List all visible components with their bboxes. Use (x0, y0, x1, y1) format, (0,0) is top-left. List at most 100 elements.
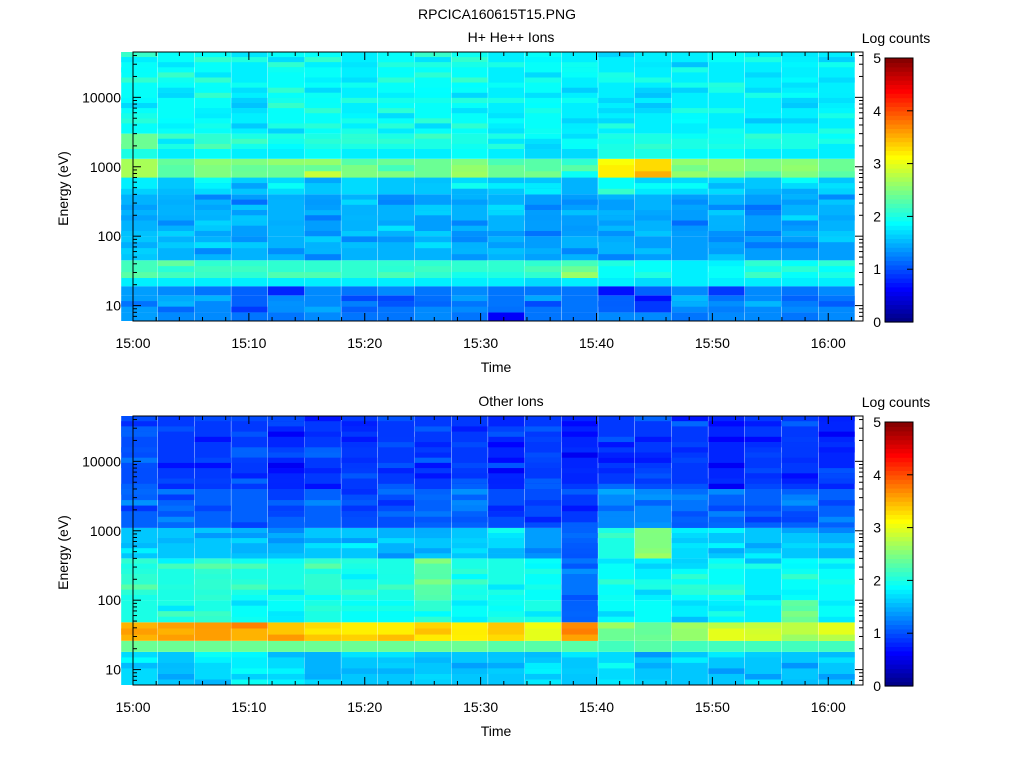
colorbar-swatch (885, 146, 913, 151)
colorbar-frame (884, 57, 914, 323)
heatmap-cell (561, 295, 598, 313)
heatmap-texture (157, 231, 195, 237)
colorbar-swatch (885, 137, 913, 143)
heatmap-cell (818, 286, 855, 296)
heatmap-texture (341, 558, 378, 564)
heatmap-cell (414, 640, 451, 652)
colorbar-swatch (885, 88, 913, 94)
heatmap-texture (268, 522, 305, 528)
heatmap-cell (341, 286, 378, 296)
heatmap-texture (598, 301, 635, 307)
heatmap-texture (488, 113, 525, 119)
heatmap-texture (268, 431, 305, 437)
heatmap-texture (818, 215, 855, 221)
heatmap-texture (671, 563, 708, 569)
heatmap-texture (818, 77, 855, 83)
heatmap-texture (231, 103, 268, 109)
colorbar-swatch (885, 207, 913, 213)
heatmap-texture (341, 473, 378, 479)
heatmap-texture (194, 77, 231, 83)
colorbar-swatch (885, 251, 913, 257)
colorbar-swatch (885, 439, 913, 445)
heatmap-texture (231, 679, 268, 685)
heatmap-texture (378, 77, 415, 83)
heatmap-texture (341, 505, 378, 512)
heatmap-texture (157, 558, 195, 564)
heatmap-cell (414, 286, 451, 296)
heatmap-texture (194, 87, 231, 93)
heatmap-texture (634, 92, 672, 98)
heatmap-texture (524, 511, 562, 517)
heatmap-texture (194, 543, 231, 549)
heatmap-texture (745, 87, 782, 93)
heatmap-cell (598, 651, 635, 685)
heatmap-cell (781, 286, 818, 296)
heatmap-texture (231, 533, 268, 539)
heatmap-texture (304, 483, 341, 489)
heatmap-texture (634, 468, 672, 474)
heatmap-texture (745, 679, 782, 685)
heatmap-texture (414, 204, 451, 210)
heatmap-texture (268, 533, 305, 539)
y-tick-label: 10000 (82, 89, 121, 105)
heatmap-texture (268, 538, 305, 544)
heatmap-texture (378, 113, 415, 119)
heatmap-texture (414, 447, 451, 453)
heatmap-texture (708, 242, 745, 249)
heatmap-texture (561, 165, 598, 172)
heatmap-texture (231, 266, 268, 273)
heatmap-cell (268, 278, 305, 287)
colorbar-swatch (885, 58, 913, 63)
heatmap-texture (157, 522, 195, 528)
heatmap-texture (781, 62, 818, 68)
heatmap-texture (561, 97, 598, 103)
heatmap-texture (488, 533, 525, 539)
colorbar-2: 0 1 2 3 4 5 Log counts (862, 394, 931, 694)
heatmap-texture (231, 236, 268, 243)
heatmap-texture (157, 584, 195, 590)
heatmap-texture (634, 436, 672, 442)
heatmap-texture (157, 199, 195, 205)
heatmap-texture (708, 616, 745, 623)
heatmap-texture (745, 436, 782, 442)
heatmap-texture (451, 236, 488, 243)
heatmap-texture (378, 489, 415, 495)
heatmap-cell (561, 278, 598, 287)
colorbar-swatch (885, 655, 913, 661)
colorbar-swatch (885, 536, 913, 542)
heatmap-texture (231, 97, 268, 103)
heatmap-texture (157, 87, 195, 93)
colorbar-swatch (885, 558, 913, 564)
heatmap-texture (745, 634, 782, 641)
heatmap-texture (818, 231, 855, 237)
heatmap-texture (781, 589, 818, 595)
heatmap-texture (451, 108, 488, 114)
heatmap-texture (524, 668, 562, 674)
heatmap-texture (194, 662, 231, 669)
heatmap-texture (634, 483, 672, 489)
heatmap-cell (341, 177, 378, 195)
heatmap-texture (194, 143, 231, 149)
heatmap-texture (304, 236, 341, 243)
heatmap-cell (708, 312, 745, 321)
heatmap-cells-2 (121, 416, 855, 685)
heatmap-texture (561, 543, 598, 549)
heatmap-cell (451, 149, 488, 159)
colorbar-swatch (885, 637, 913, 643)
heatmap-texture (231, 563, 268, 569)
heatmap-texture (378, 553, 415, 559)
heatmap-texture (231, 473, 268, 479)
heatmap-texture (671, 579, 708, 585)
heatmap-texture (414, 533, 451, 539)
heatmap-texture (378, 436, 415, 442)
heatmap-texture (488, 231, 525, 237)
heatmap-texture (414, 133, 451, 139)
colorbar-swatch (885, 514, 913, 520)
heatmap-texture (304, 57, 341, 63)
heatmap-texture (708, 87, 745, 93)
heatmap-texture (414, 674, 451, 680)
heatmap-texture (414, 177, 451, 184)
heatmap-cell (268, 312, 305, 321)
heatmap-texture (818, 199, 855, 205)
heatmap-texture (781, 600, 818, 606)
